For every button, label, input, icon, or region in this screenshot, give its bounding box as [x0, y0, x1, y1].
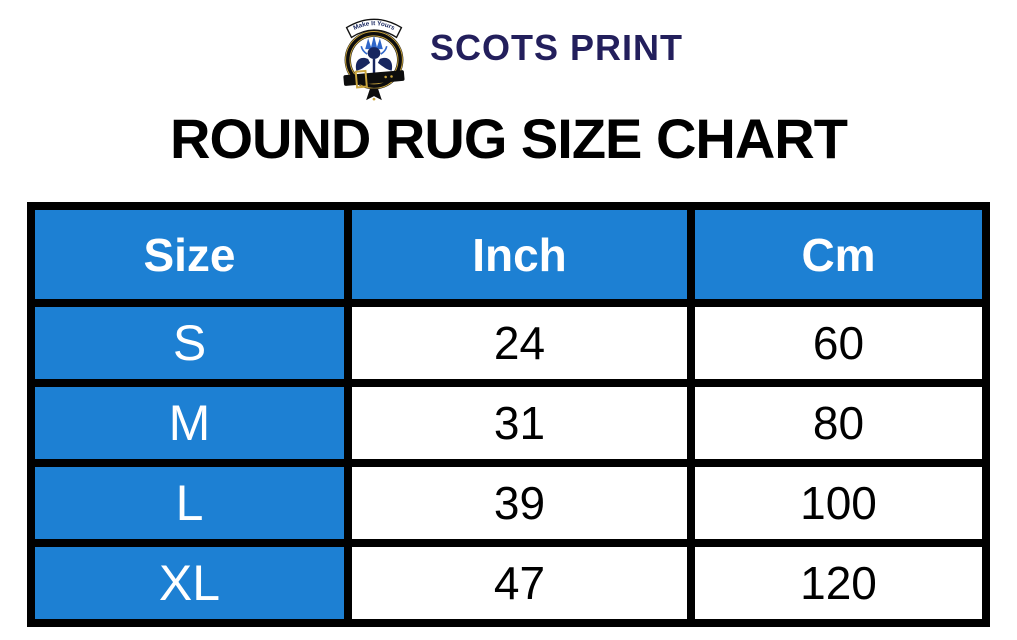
table-row: L 39 100 [27, 459, 990, 547]
size-chart-table: Size Inch Cm S 24 60 M 31 80 L 39 100 [27, 202, 990, 627]
size-cell: L [27, 459, 352, 547]
crest-banner-text: Make It Yours [352, 20, 396, 32]
inch-cell: 24 [344, 299, 695, 387]
page-title: ROUND RUG SIZE CHART [170, 107, 848, 170]
inch-cell: 47 [344, 539, 695, 627]
belt-buckle-icon [343, 69, 405, 89]
size-cell: XL [27, 539, 352, 627]
cm-cell: 120 [687, 539, 990, 627]
inch-cell: 31 [344, 379, 695, 467]
size-cell: M [27, 379, 352, 467]
brand-name: SCOTS PRINT [429, 27, 683, 68]
column-header-inch: Inch [344, 202, 695, 307]
cm-cell: 100 [687, 459, 990, 547]
header-row: Size Inch Cm [27, 202, 990, 307]
table-row: M 31 80 [27, 379, 990, 467]
svg-text:Make It Yours: Make It Yours [352, 20, 396, 32]
column-header-size: Size [27, 202, 352, 307]
cm-cell: 80 [687, 379, 990, 467]
inch-cell: 39 [344, 459, 695, 547]
thistle-crest-icon: Make It Yours [334, 8, 414, 104]
thistle-icon [355, 35, 393, 77]
table-row: XL 47 120 [27, 539, 990, 627]
brand-header: Make It Yours [0, 0, 1017, 102]
table-row: S 24 60 [27, 299, 990, 387]
cm-cell: 60 [687, 299, 990, 387]
column-header-cm: Cm [687, 202, 990, 307]
size-cell: S [27, 299, 352, 387]
